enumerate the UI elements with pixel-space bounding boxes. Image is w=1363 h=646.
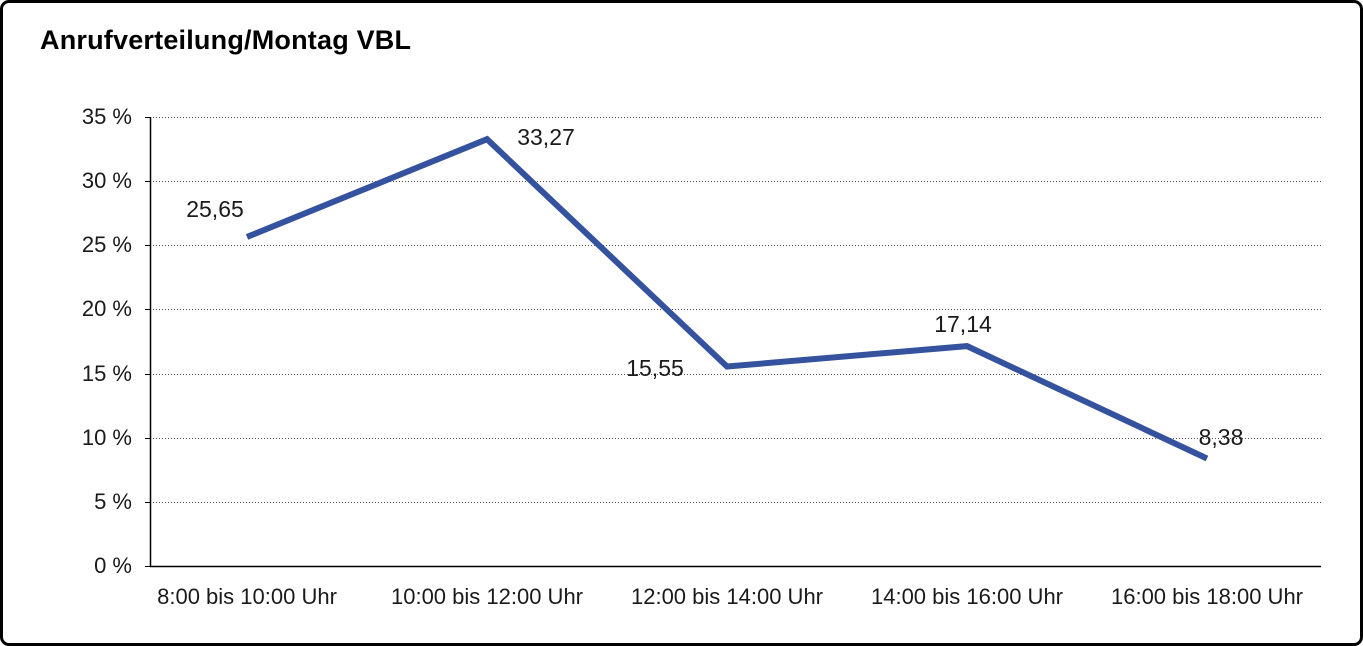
value-label: 33,27 — [517, 124, 575, 150]
data-line — [245, 135, 1209, 462]
x-category-label: 10:00 bis 12:00 Uhr — [390, 584, 584, 609]
y-tick-label: 15 % — [81, 361, 132, 386]
value-label: 17,14 — [934, 311, 992, 337]
y-tick-label: 25 % — [81, 232, 132, 257]
value-label: 8,38 — [1198, 424, 1244, 450]
value-label: 25,65 — [186, 196, 244, 222]
y-tick-label: 30 % — [81, 168, 132, 193]
x-category-label: 12:00 bis 14:00 Uhr — [630, 584, 824, 609]
y-tick-label: 35 % — [81, 104, 132, 129]
x-category-label: 8:00 bis 10:00 Uhr — [157, 584, 337, 609]
y-tick-label: 5 % — [94, 489, 132, 514]
y-tick-label: 20 % — [81, 296, 132, 321]
line-chart-canvas — [145, 117, 1321, 568]
y-tick-label: 0 % — [94, 553, 132, 578]
chart-title: Anrufverteilung/Montag VBL — [40, 25, 412, 55]
x-category-label: 14:00 bis 16:00 Uhr — [870, 584, 1064, 609]
y-tick-label: 10 % — [81, 425, 132, 450]
x-category-label: 16:00 bis 18:00 Uhr — [1110, 584, 1304, 609]
value-label: 15,55 — [626, 355, 684, 381]
